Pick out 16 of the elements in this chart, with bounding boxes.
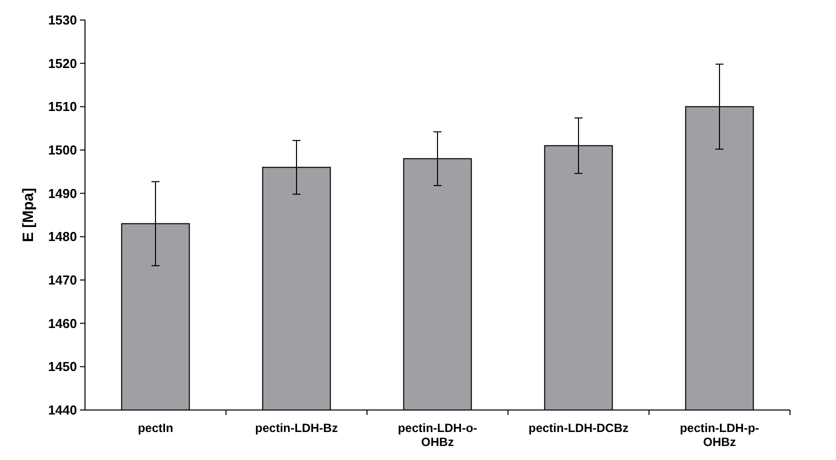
x-tick-label: pectin-LDH-p-OHBz — [680, 421, 760, 449]
x-tick-label: pectin-LDH-DCBz — [528, 421, 628, 435]
y-tick-label: 1520 — [48, 56, 77, 71]
y-tick-label: 1510 — [48, 99, 77, 114]
x-tick-label: pectin-LDH-o-OHBz — [398, 421, 478, 449]
y-tick-label: 1500 — [48, 142, 77, 158]
x-tick-label: pectin-LDH-Bz — [255, 421, 338, 435]
x-tick-label: pectIn — [138, 421, 174, 435]
y-tick-label: 1490 — [48, 186, 77, 201]
y-tick-label: 1480 — [48, 229, 77, 244]
y-tick-label: 1470 — [48, 272, 77, 288]
y-tick-label: 1450 — [48, 359, 77, 374]
y-tick-label: 1460 — [48, 316, 77, 331]
y-tick-label: 1440 — [48, 402, 77, 418]
y-axis-title: E [Mpa] — [20, 188, 37, 242]
y-tick-label: 1530 — [48, 12, 77, 28]
